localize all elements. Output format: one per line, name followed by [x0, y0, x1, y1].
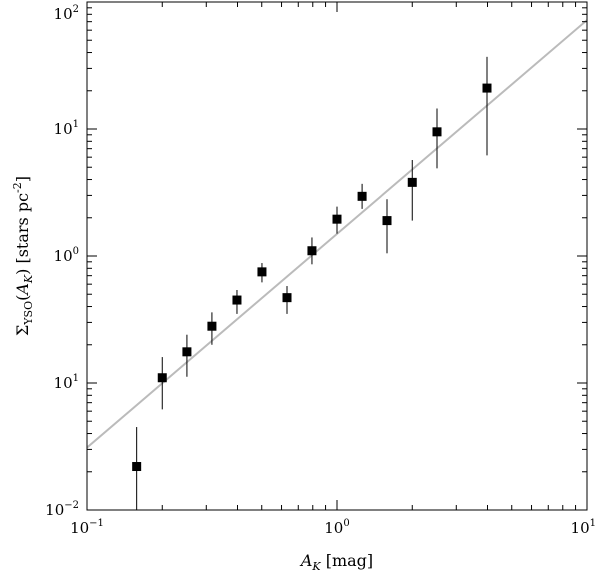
x-axis-label-text: AK [mag] — [299, 551, 373, 573]
data-point — [382, 216, 392, 226]
error-bar-layer — [136, 56, 488, 510]
data-point-layer — [132, 83, 492, 472]
tick-layer: 10−1 100 101 10−2 101 100 101 102 — [45, 2, 596, 537]
y-axis-label-text: ΣYSO(AK) [stars pc-2] — [11, 176, 35, 336]
y-tick-label: 10−2 — [45, 500, 79, 519]
y-tick-label: 101 — [54, 373, 79, 392]
data-point — [357, 191, 367, 201]
x-axis-label: AK [mag] — [299, 551, 373, 573]
y-axis-label: ΣYSO(AK) [stars pc-2] — [11, 176, 35, 336]
y-tick-label: 102 — [54, 4, 79, 23]
data-point — [207, 321, 217, 331]
data-point — [182, 347, 192, 357]
y-tick-label: 101 — [54, 119, 79, 138]
x-tick-label: 10−1 — [70, 518, 104, 537]
plot-frame — [86, 1, 588, 511]
y-tick-label: 100 — [54, 246, 79, 265]
data-point — [282, 293, 292, 303]
data-point — [257, 267, 267, 277]
data-point — [332, 214, 342, 224]
fit-line-layer — [87, 19, 587, 449]
x-tick-label: 101 — [571, 518, 596, 537]
data-point — [132, 462, 142, 472]
data-point — [232, 295, 242, 305]
data-point — [432, 127, 442, 137]
data-point — [407, 177, 417, 187]
data-point — [482, 83, 492, 93]
data-point — [307, 246, 317, 256]
x-tick-label: 100 — [324, 518, 349, 537]
data-point — [157, 373, 167, 383]
fit-line — [87, 19, 587, 449]
